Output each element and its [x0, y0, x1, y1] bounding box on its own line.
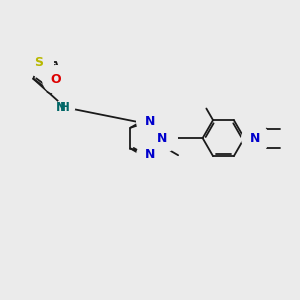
- Text: N: N: [56, 100, 66, 114]
- Text: N: N: [157, 132, 168, 145]
- Text: N: N: [145, 115, 155, 128]
- Text: O: O: [51, 73, 62, 86]
- Text: H: H: [60, 101, 70, 114]
- Text: N: N: [250, 132, 260, 145]
- Text: S: S: [34, 56, 43, 69]
- Text: N: N: [145, 148, 155, 161]
